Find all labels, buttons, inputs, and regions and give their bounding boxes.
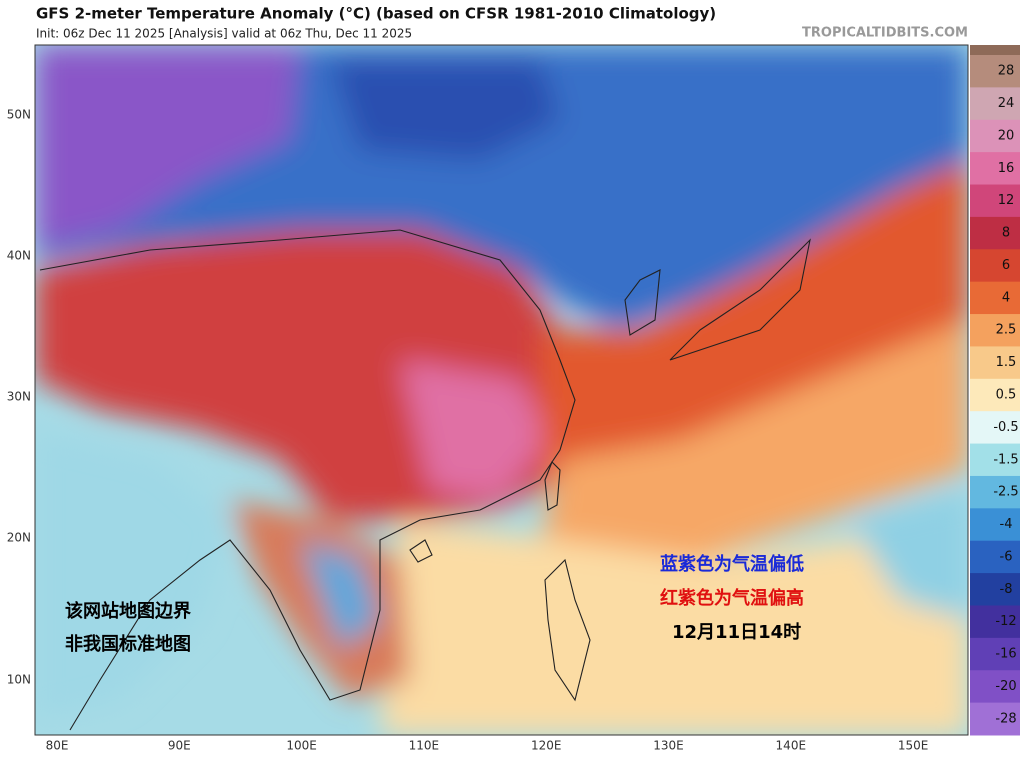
colorbar-label: -4 bbox=[1000, 517, 1013, 532]
site-credit: TROPICALTIDBITS.COM bbox=[802, 26, 968, 41]
subtitle: Init: 06z Dec 11 2025 [Analysis] valid a… bbox=[36, 27, 412, 41]
colorbar-label: 16 bbox=[998, 161, 1015, 176]
colorbar-swatch bbox=[970, 605, 1020, 639]
colorbar-label: -6 bbox=[1000, 549, 1013, 564]
colorbar-swatch bbox=[970, 55, 1020, 88]
colorbar-label: 20 bbox=[998, 128, 1015, 143]
colorbar-swatch bbox=[970, 540, 1020, 574]
colorbar-label: -20 bbox=[995, 679, 1016, 694]
lon-label: 80E bbox=[46, 739, 69, 753]
colorbar-label: -0.5 bbox=[993, 420, 1018, 435]
lon-label: 90E bbox=[168, 739, 191, 753]
annotation: 该网站地图边界 bbox=[65, 600, 191, 622]
lat-label: 10N bbox=[7, 673, 31, 687]
colorbar-swatch bbox=[970, 249, 1020, 283]
colorbar-label: 28 bbox=[998, 64, 1015, 79]
colorbar-label: -1.5 bbox=[993, 452, 1018, 467]
colorbar-swatch bbox=[970, 378, 1020, 412]
colorbar-swatch bbox=[970, 411, 1020, 445]
annotation: 红紫色为气温偏高 bbox=[660, 587, 804, 609]
colorbar-swatch bbox=[970, 152, 1020, 186]
colorbar-label: 24 bbox=[998, 96, 1015, 111]
colorbar-label: -28 bbox=[995, 711, 1016, 726]
map-frame bbox=[34, 44, 969, 736]
colorbar-swatch bbox=[970, 87, 1020, 121]
colorbar-swatch bbox=[970, 216, 1020, 250]
colorbar-swatch bbox=[970, 314, 1020, 347]
colorbar-swatch bbox=[970, 119, 1020, 153]
lat-label: 30N bbox=[7, 390, 31, 404]
colorbar-swatch bbox=[970, 508, 1020, 542]
lat-label: 40N bbox=[7, 249, 31, 263]
colorbar-label: 2.5 bbox=[996, 323, 1017, 338]
colorbar-label: 12 bbox=[998, 193, 1015, 208]
lon-label: 120E bbox=[531, 739, 562, 753]
colorbar-cap bbox=[970, 45, 1020, 55]
colorbar-label: -16 bbox=[995, 647, 1016, 662]
colorbar-swatch bbox=[970, 670, 1020, 704]
anomaly-map bbox=[35, 45, 968, 735]
lon-label: 140E bbox=[776, 739, 807, 753]
annotation: 蓝紫色为气温偏低 bbox=[660, 553, 804, 575]
title: GFS 2-meter Temperature Anomaly (°C) (ba… bbox=[36, 5, 716, 23]
lon-label: 130E bbox=[653, 739, 684, 753]
colorbar-swatch bbox=[970, 573, 1020, 606]
colorbar-label: -8 bbox=[1000, 582, 1013, 597]
annotation: 12月11日14时 bbox=[672, 622, 801, 643]
lat-label: 50N bbox=[7, 108, 31, 122]
lon-label: 150E bbox=[898, 739, 929, 753]
colorbar-label: 6 bbox=[1002, 258, 1010, 273]
colorbar-swatch bbox=[970, 281, 1020, 315]
colorbar-swatch bbox=[970, 637, 1020, 671]
colorbar-label: -2.5 bbox=[993, 485, 1018, 500]
colorbar-label: 0.5 bbox=[996, 388, 1017, 403]
colorbar-swatch bbox=[970, 184, 1020, 218]
colorbar-label: 8 bbox=[1002, 226, 1010, 241]
lon-label: 110E bbox=[409, 739, 440, 753]
colorbar-label: 1.5 bbox=[996, 355, 1017, 370]
colorbar-swatch bbox=[970, 702, 1020, 736]
lat-label: 20N bbox=[7, 531, 31, 545]
colorbar-label: 4 bbox=[1002, 290, 1010, 305]
colorbar-swatch bbox=[970, 346, 1020, 380]
colorbar: 28 24 20 16 12 8 6 4 2.5 1.5 0.5 -0.5 -1.5 -2.5 -4 -6 -8… bbox=[970, 45, 1020, 736]
colorbar-swatch bbox=[970, 475, 1020, 509]
axis-labels: 50N 40N 30N 20N 10N 80E 90E 100E 110E 120E 130E 140… bbox=[7, 108, 929, 753]
colorbar-label: -12 bbox=[995, 614, 1016, 629]
colorbar-swatch bbox=[970, 443, 1020, 477]
annotation: 非我国标准地图 bbox=[65, 633, 191, 655]
lon-label: 100E bbox=[286, 739, 317, 753]
